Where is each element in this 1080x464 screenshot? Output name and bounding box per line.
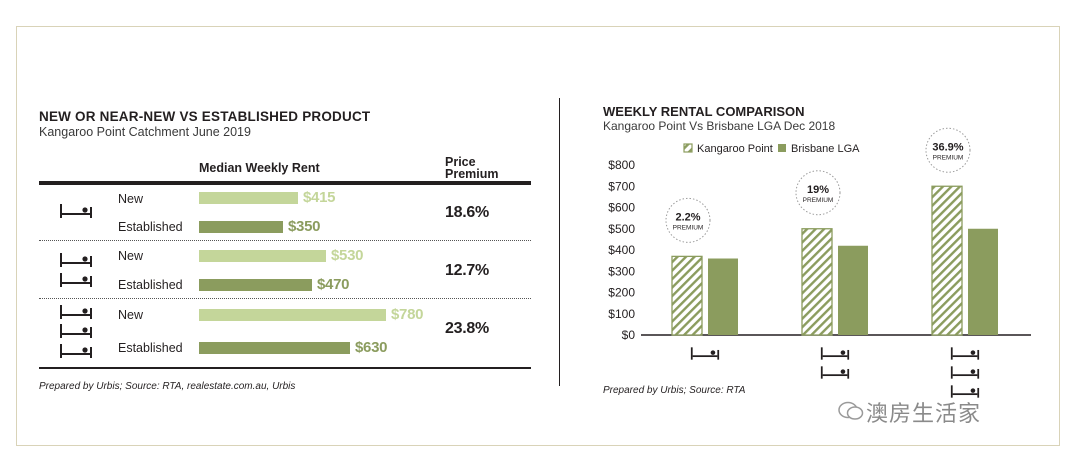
- premium-annotation: 36.9%PREMIUM: [925, 127, 971, 173]
- y-tick-label: $200: [608, 286, 635, 300]
- premium-annotation: 19%PREMIUM: [795, 170, 841, 216]
- median-rent-header: Median Weekly Rent: [199, 161, 320, 175]
- chart-subtitle: Kangaroo Point Vs Brisbane LGA Dec 2018: [603, 119, 835, 133]
- legend-swatch-kangaroo-point: [683, 143, 693, 153]
- price-premium: 12.7%: [445, 262, 489, 279]
- price-premium: 23.8%: [445, 320, 489, 337]
- rental-comparison-chart: WEEKLY RENTAL COMPARISON Kangaroo Point …: [603, 104, 1031, 398]
- chart-legend: Kangaroo Point Brisbane LGA: [683, 143, 860, 155]
- bed-icon: [59, 253, 93, 272]
- y-tick-label: $0: [622, 328, 636, 342]
- left-title: NEW OR NEAR-NEW VS ESTABLISHED PRODUCT: [39, 109, 371, 124]
- bed-icon: [59, 305, 93, 324]
- bed-icon: [59, 204, 93, 223]
- premium-label: PREMIUM: [933, 154, 964, 161]
- bed-icon: [690, 347, 720, 360]
- bed-icon: [59, 273, 93, 292]
- new-bar-value: $530: [331, 247, 364, 264]
- bed-icon: [950, 347, 980, 360]
- y-axis-ticks: $800 $700 $600 $500 $400 $300 $200 $100 $0: [608, 158, 635, 342]
- bar-kangaroo-point: [801, 228, 833, 336]
- y-tick-label: $300: [608, 264, 635, 278]
- new-bar-value: $415: [303, 189, 336, 206]
- watermark-text: 澳房生活家: [866, 401, 982, 426]
- row-established-label: Established: [118, 220, 183, 234]
- row-new-label: New: [118, 249, 144, 263]
- premium-value: 36.9%: [932, 141, 963, 153]
- bar-brisbane-lga: [968, 228, 998, 335]
- right-source-note: Prepared by Urbis; Source: RTA: [603, 385, 746, 396]
- bar-kangaroo-point: [931, 185, 963, 336]
- premium-label: PREMIUM: [673, 224, 704, 231]
- y-tick-label: $100: [608, 307, 635, 321]
- chart-bars: [671, 185, 998, 336]
- bar-brisbane-lga: [838, 245, 868, 335]
- established-bar-value: $630: [355, 339, 388, 356]
- established-bar-value: $470: [317, 276, 350, 293]
- new-bar-value: $780: [391, 306, 424, 323]
- y-tick-label: $600: [608, 201, 635, 215]
- bar-kangaroo-point: [671, 255, 703, 336]
- price-premium: 18.6%: [445, 204, 489, 221]
- bed-icon: [59, 344, 93, 363]
- left-source-note: Prepared by Urbis; Source: RTA, realesta…: [39, 381, 296, 392]
- panel-divider: [559, 98, 560, 386]
- legend-label-brisbane-lga: Brisbane LGA: [791, 143, 860, 155]
- bed-icon: [820, 347, 850, 360]
- y-tick-label: $700: [608, 179, 635, 193]
- premium-value: 2.2%: [675, 211, 700, 223]
- wechat-icon: [838, 401, 864, 420]
- premium-annotation: 2.2%PREMIUM: [665, 197, 711, 243]
- chart-title: WEEKLY RENTAL COMPARISON: [603, 104, 805, 119]
- premium-circle: [795, 170, 841, 216]
- premium-header-line1: Price: [445, 155, 476, 169]
- card-frame: [16, 26, 1060, 446]
- row-new-label: New: [118, 192, 144, 206]
- premium-circle: [665, 197, 711, 243]
- premium-value: 19%: [807, 184, 829, 196]
- established-bar: [199, 342, 350, 354]
- legend-swatch-brisbane-lga: [778, 144, 786, 152]
- bed-icon: [950, 366, 980, 379]
- established-bar-value: $350: [288, 218, 321, 235]
- bar-brisbane-lga: [708, 258, 738, 335]
- row-established-label: Established: [118, 341, 183, 355]
- established-bar: [199, 279, 312, 291]
- row-new-label: New: [118, 308, 144, 322]
- row-divider: [39, 240, 531, 241]
- new-bar: [199, 192, 298, 204]
- table-header-rule: [39, 181, 531, 185]
- new-bar: [199, 250, 326, 262]
- row-established-label: Established: [118, 278, 183, 292]
- table-footer-rule: [39, 367, 531, 369]
- bed-icon: [820, 366, 850, 379]
- y-tick-label: $400: [608, 243, 635, 257]
- new-bar: [199, 309, 386, 321]
- premium-header-line2: Premium: [445, 167, 499, 181]
- established-bar: [199, 221, 283, 233]
- premium-circle: [925, 127, 971, 173]
- legend-label-kangaroo-point: Kangaroo Point: [697, 143, 773, 155]
- premium-label: PREMIUM: [803, 197, 834, 204]
- bed-icon: [59, 324, 93, 343]
- y-tick-label: $800: [608, 158, 635, 172]
- left-subtitle: Kangaroo Point Catchment June 2019: [39, 125, 251, 139]
- y-tick-label: $500: [608, 222, 635, 236]
- row-divider: [39, 298, 531, 299]
